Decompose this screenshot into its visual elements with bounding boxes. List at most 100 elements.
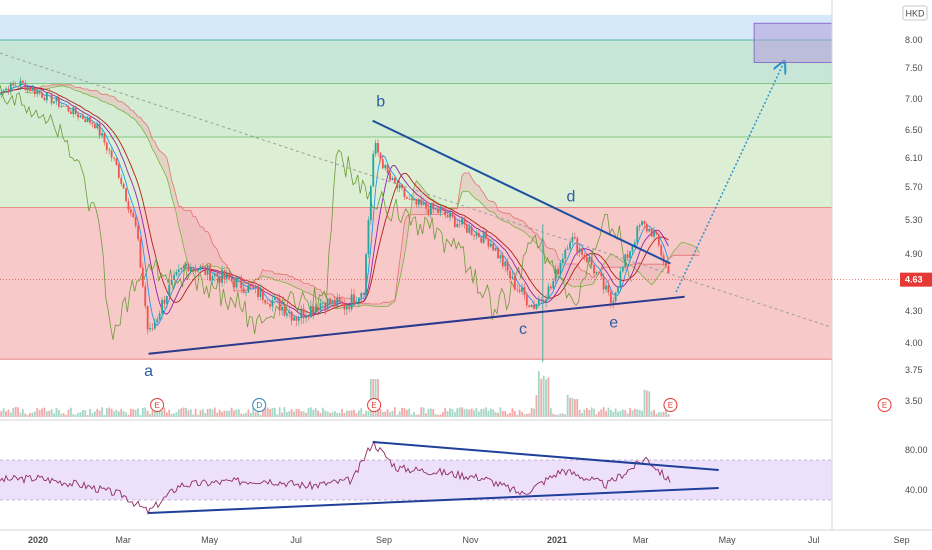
x-tick-label: Sep bbox=[894, 535, 910, 545]
candle bbox=[156, 316, 159, 324]
y-tick-label: 4.90 bbox=[905, 249, 923, 259]
candle bbox=[482, 226, 485, 245]
event-marker-0[interactable]: E bbox=[150, 398, 165, 412]
volume-bar bbox=[528, 413, 531, 417]
candle bbox=[266, 299, 269, 305]
volume-bar bbox=[631, 410, 634, 417]
candle bbox=[115, 158, 118, 167]
candle bbox=[650, 228, 653, 237]
lower-triangle-line bbox=[148, 295, 685, 355]
candle bbox=[578, 244, 581, 258]
candle bbox=[137, 221, 139, 242]
volume-bar bbox=[525, 413, 528, 417]
volume-bar bbox=[667, 414, 670, 417]
candle bbox=[432, 198, 435, 213]
volume-bar bbox=[29, 412, 31, 417]
candle bbox=[110, 147, 113, 162]
candle bbox=[379, 152, 382, 163]
volume-bar bbox=[521, 411, 523, 417]
candle bbox=[617, 285, 619, 294]
volume-bar bbox=[245, 412, 247, 417]
volume-bar bbox=[33, 411, 36, 417]
candle bbox=[120, 174, 123, 187]
candle bbox=[89, 115, 91, 126]
candle bbox=[91, 121, 94, 128]
volume-bar bbox=[389, 412, 391, 417]
candle bbox=[533, 299, 535, 310]
volume-bar bbox=[367, 411, 370, 417]
event-marker-2[interactable]: E bbox=[367, 398, 382, 412]
volume-bar bbox=[276, 414, 279, 417]
candle bbox=[79, 114, 82, 118]
y-tick-label: 5.70 bbox=[905, 182, 923, 192]
volume-bar bbox=[257, 412, 259, 417]
candle bbox=[221, 265, 223, 287]
candle bbox=[377, 139, 379, 157]
volume-bar bbox=[585, 407, 588, 417]
wave-label-b: b bbox=[376, 94, 385, 111]
volume-bar bbox=[235, 409, 238, 417]
svg-text:E: E bbox=[882, 401, 887, 410]
candle bbox=[129, 205, 132, 217]
long-term-dotted-downtrend bbox=[0, 52, 832, 328]
green-zone-2 bbox=[0, 83, 832, 137]
volume-bar bbox=[552, 413, 555, 417]
candle bbox=[281, 304, 283, 316]
volume-bar bbox=[7, 409, 10, 417]
wave-label-a: a bbox=[144, 363, 153, 380]
candle bbox=[180, 267, 183, 272]
candle bbox=[573, 232, 576, 240]
event-marker-1[interactable]: D bbox=[252, 398, 267, 412]
volume-bar bbox=[271, 407, 274, 417]
volume-bar bbox=[458, 407, 461, 417]
event-marker-4[interactable]: E bbox=[877, 398, 892, 412]
volume-bar bbox=[237, 409, 240, 417]
candle bbox=[182, 264, 185, 272]
volume-bar bbox=[113, 411, 115, 417]
volume-bar bbox=[151, 410, 154, 417]
candle bbox=[213, 271, 216, 282]
candle bbox=[355, 296, 358, 305]
candle bbox=[401, 184, 403, 191]
candle bbox=[641, 220, 643, 227]
candle bbox=[403, 187, 406, 201]
volume-bar bbox=[53, 413, 55, 417]
volume-bar bbox=[475, 408, 478, 417]
candle bbox=[420, 195, 423, 208]
ma-mid-line bbox=[0, 85, 669, 317]
volume-bar bbox=[540, 378, 543, 417]
volume-bar bbox=[158, 408, 161, 417]
volume-bar bbox=[480, 409, 483, 417]
candle bbox=[391, 176, 394, 181]
volume-bar bbox=[290, 409, 293, 417]
candle bbox=[648, 228, 651, 233]
candle bbox=[542, 299, 545, 304]
x-tick-label: May bbox=[719, 535, 737, 545]
currency-label: HKD bbox=[905, 9, 925, 19]
candle bbox=[252, 283, 255, 290]
wave-label-d: d bbox=[566, 189, 575, 206]
candle bbox=[149, 322, 151, 333]
volume-bar bbox=[477, 411, 480, 417]
volume-bar bbox=[105, 408, 108, 417]
candle bbox=[585, 252, 588, 263]
candle bbox=[161, 297, 163, 320]
volume-bar bbox=[360, 408, 363, 417]
volume-bar bbox=[247, 409, 250, 417]
volume-bar bbox=[230, 407, 233, 417]
volume-bar bbox=[0, 411, 3, 417]
event-marker-3[interactable]: E bbox=[663, 398, 678, 412]
candle bbox=[127, 197, 130, 214]
volume-bar bbox=[499, 407, 502, 417]
volume-bar bbox=[324, 410, 327, 417]
volume-bar bbox=[14, 407, 17, 417]
candle bbox=[614, 291, 617, 305]
candle bbox=[271, 294, 274, 312]
candle bbox=[96, 122, 99, 130]
volume-bar bbox=[300, 411, 303, 417]
volume-bar bbox=[185, 407, 187, 417]
rsi-y-tick-label: 80.00 bbox=[905, 445, 928, 455]
volume-bar bbox=[134, 410, 137, 417]
candle bbox=[605, 281, 607, 293]
